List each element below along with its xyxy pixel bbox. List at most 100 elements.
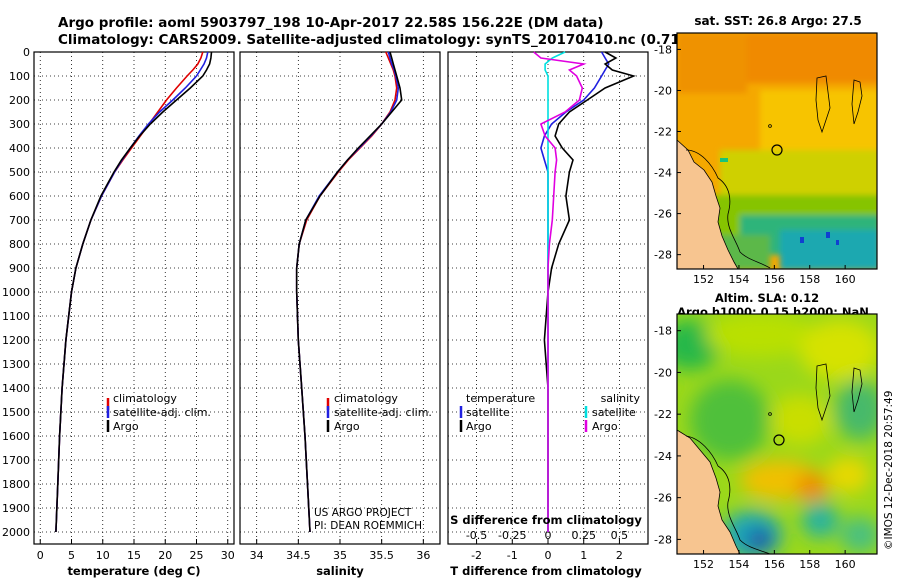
- title-line-1: Argo profile: aoml 5903797_198 10-Apr-20…: [58, 15, 604, 31]
- x-tick-label: 34: [250, 549, 264, 562]
- depth-tick-label: 900: [9, 262, 30, 275]
- depth-tick-label: 100: [9, 70, 30, 83]
- s-difference-tick-label: 0.25: [571, 529, 596, 542]
- legend-temperature-title: temperature: [466, 392, 535, 405]
- map-lon-label: 160: [835, 558, 856, 571]
- map-lon-label: 156: [764, 558, 785, 571]
- salinity-legend: climatology satellite-adj. clim. Argo: [326, 392, 432, 433]
- depth-tick-label: 500: [9, 166, 30, 179]
- depth-tick-label: 1100: [2, 310, 30, 323]
- depth-tick-label: 2000: [2, 526, 30, 539]
- depth-tick-label: 1600: [2, 430, 30, 443]
- depth-tick-label: 1000: [2, 286, 30, 299]
- x-tick-label: 15: [127, 549, 141, 562]
- s-difference-tick-label: 0: [545, 529, 552, 542]
- depth-tick-label: 1200: [2, 334, 30, 347]
- depth-tick-label: 1700: [2, 454, 30, 467]
- depth-tick-label: 300: [9, 118, 30, 131]
- s-difference-tick-label: -0.5: [466, 529, 487, 542]
- salinity-panel: 34 34.5 35 35.5 36 salinity climatology sate…: [239, 51, 441, 578]
- legend-satellite-label: satellite-adj. clim.: [113, 406, 211, 419]
- sst-map-frame: [676, 32, 878, 270]
- temperature-legend: climatology satellite-adj. clim. Argo: [106, 392, 211, 433]
- map-lon-label: 152: [693, 273, 714, 286]
- project-credit-line-2: PI: DEAN ROEMMICH: [314, 520, 422, 532]
- x-tick-label: 35: [333, 549, 347, 562]
- sla-map-title-1: Altim. SLA: 0.12: [715, 291, 819, 305]
- difference-panel: -2 -1 0 1 2 -0.5 -0.25 0 0.25 0.5 S difference f…: [447, 51, 649, 578]
- map-lat-label: -18: [654, 43, 672, 56]
- series-line-temperature-satellite: [540, 51, 610, 532]
- map-lat-label: -20: [654, 366, 672, 379]
- temperature-panel: 0100200300400500600700800900100011001200…: [2, 46, 235, 578]
- sla-map-frame: [676, 313, 878, 555]
- depth-tick-label: 1900: [2, 502, 30, 515]
- sla-argo-marker: [773, 434, 785, 446]
- legend-t-satellite-label: satellite: [466, 406, 510, 419]
- s-difference-label: S difference from climatology: [450, 513, 642, 527]
- title-line-2: Climatology: CARS2009. Satellite-adjuste…: [58, 32, 750, 48]
- map-lat-label: -22: [654, 408, 672, 421]
- x-tick-label: 5: [68, 549, 75, 562]
- map-lat-label: -26: [654, 208, 672, 221]
- imos-credit: ©IMOS 12-Dec-2018 20:57:49: [883, 391, 895, 550]
- depth-tick-label: 1300: [2, 358, 30, 371]
- series-line-argo: [55, 51, 213, 533]
- depth-tick-label: 600: [9, 190, 30, 203]
- series-line-argo: [295, 51, 403, 533]
- salinity-plot-frame: [239, 51, 441, 545]
- legend-satellite-label: satellite-adj. clim.: [334, 406, 432, 419]
- series-line-temperature-argo: [543, 51, 637, 532]
- depth-tick-label: 1500: [2, 406, 30, 419]
- depth-tick-label: 200: [9, 94, 30, 107]
- legend-s-satellite-label: satellite: [592, 406, 636, 419]
- legend-s-argo-label: Argo: [592, 420, 618, 433]
- series-line-satellite-adj-clim-: [295, 51, 400, 533]
- depth-tick-label: 0: [23, 46, 30, 59]
- depth-tick-label: 1800: [2, 478, 30, 491]
- x-tick-label: 1: [580, 549, 587, 562]
- sst-argo-marker: [771, 144, 783, 156]
- map-lat-label: -28: [654, 533, 672, 546]
- difference-legend: temperature satellite Argo salinity sate…: [459, 392, 641, 433]
- legend-t-argo-label: Argo: [466, 420, 492, 433]
- x-tick-label: 30: [221, 549, 235, 562]
- x-tick-label: -1: [507, 549, 518, 562]
- map-lat-label: -22: [654, 126, 672, 139]
- map-lat-label: -20: [654, 84, 672, 97]
- x-tick-label: 0: [545, 549, 552, 562]
- map-lon-label: 156: [764, 273, 785, 286]
- depth-tick-label: 700: [9, 214, 30, 227]
- project-credit-line-1: US ARGO PROJECT: [314, 507, 412, 519]
- x-tick-label: 25: [190, 549, 204, 562]
- s-difference-tick-label: 0.5: [611, 529, 629, 542]
- temperature-plot-frame: [33, 51, 235, 545]
- map-lon-label: 154: [728, 273, 749, 286]
- map-lat-label: -24: [654, 167, 672, 180]
- depth-tick-label: 800: [9, 238, 30, 251]
- map-lon-label: 158: [799, 273, 820, 286]
- sla-map: Altim. SLA: 0.12 Argo h1000: 0.15 h2000:…: [654, 291, 878, 571]
- legend-salinity-title: salinity: [601, 392, 641, 405]
- x-tick-label: -2: [471, 549, 482, 562]
- series-line-climatology: [55, 51, 204, 533]
- x-tick-label: 0: [37, 549, 44, 562]
- x-tick-label: 10: [96, 549, 110, 562]
- sst-map: sat. SST: 26.8 Argo: 27.5: [654, 14, 878, 286]
- salinity-xlabel: salinity: [316, 564, 364, 578]
- map-lon-label: 154: [728, 558, 749, 571]
- legend-climatology-label: climatology: [113, 392, 177, 405]
- depth-tick-label: 400: [9, 142, 30, 155]
- x-tick-label: 34.5: [286, 549, 311, 562]
- series-line-salinity-argo: [533, 51, 587, 532]
- t-difference-xlabel: T difference from climatology: [450, 564, 642, 578]
- map-lat-label: -28: [654, 249, 672, 262]
- x-tick-label: 2: [616, 549, 623, 562]
- map-lat-label: -18: [654, 325, 672, 338]
- depth-tick-label: 1400: [2, 382, 30, 395]
- map-lon-label: 158: [799, 558, 820, 571]
- temperature-xlabel: temperature (deg C): [67, 564, 200, 578]
- sst-map-title: sat. SST: 26.8 Argo: 27.5: [694, 14, 861, 28]
- x-tick-label: 35.5: [369, 549, 394, 562]
